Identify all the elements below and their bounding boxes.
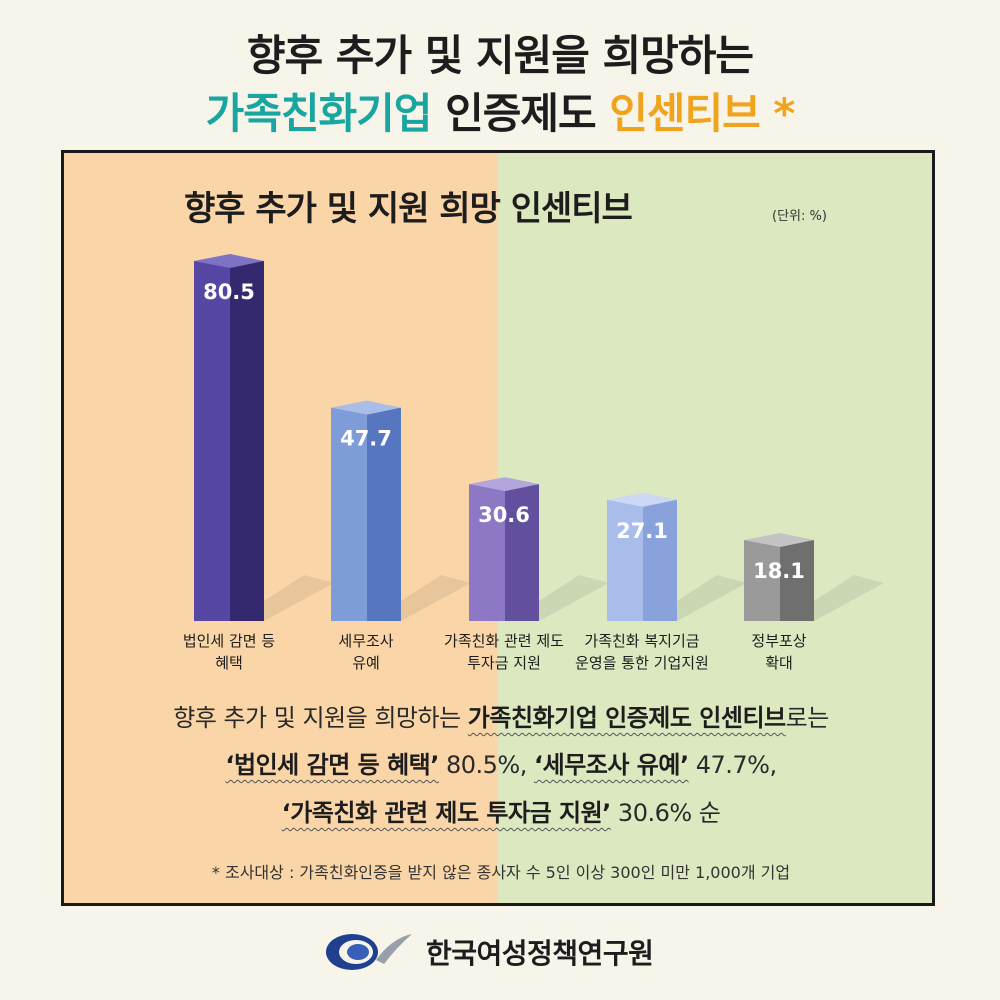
summary-highlight: ‘가족친화 관련 제도 투자금 지원’ bbox=[281, 799, 612, 827]
bar-front bbox=[331, 407, 367, 621]
footnote: * 조사대상 : 가족친화인증을 받지 않은 종사자 수 5인 이상 300인 … bbox=[211, 863, 791, 882]
logo-emblem-icon bbox=[326, 934, 412, 970]
institute-name: 한국여성정책연구원 bbox=[426, 937, 654, 970]
summary-text: 80.5%, bbox=[438, 751, 534, 779]
summary-text: 30.6% 순 bbox=[610, 799, 721, 827]
bar-top bbox=[607, 492, 677, 507]
bar-shadow bbox=[677, 575, 747, 621]
bar-side bbox=[505, 484, 539, 621]
summary-highlight: ‘세무조사 유예’ bbox=[534, 751, 689, 779]
bar-value-label: 18.1 bbox=[753, 559, 805, 583]
bar-shadow bbox=[264, 575, 334, 621]
chart-unit: (단위: %) bbox=[772, 209, 827, 224]
bar-top bbox=[469, 477, 539, 492]
chart-title: 향후 추가 및 지원 희망 인센티브 bbox=[184, 189, 633, 229]
summary-text: 로는 bbox=[785, 704, 830, 732]
summary-text: 47.7%, bbox=[688, 751, 777, 779]
category-label: 유예 bbox=[352, 654, 380, 672]
category-label: 투자금 지원 bbox=[467, 654, 541, 672]
institute-logo: 한국여성정책연구원 bbox=[322, 928, 654, 976]
category-label: 세무조사 bbox=[338, 632, 393, 650]
bar-front bbox=[469, 484, 505, 621]
bar-side bbox=[367, 407, 401, 621]
bar-shadow bbox=[401, 575, 471, 621]
summary-highlight: ‘법인세 감면 등 혜택’ bbox=[225, 751, 439, 779]
summary-text: 향후 추가 및 지원을 희망하는 bbox=[173, 704, 468, 732]
bar-value-label: 30.6 bbox=[478, 503, 530, 527]
category-label: 가족친화 복지기금 bbox=[584, 632, 699, 650]
category-label: 운영을 통한 기업지원 bbox=[575, 654, 709, 672]
category-label: 법인세 감면 등 bbox=[183, 632, 276, 650]
summary-highlight: 가족친화기업 인증제도 인센티브 bbox=[467, 704, 786, 732]
bar-top bbox=[194, 254, 264, 268]
bar-value-label: 80.5 bbox=[203, 280, 255, 304]
header-highlight-company: 가족친화기업 bbox=[205, 89, 433, 138]
header-title-line1: 향후 추가 및 지원을 희망하는 bbox=[246, 31, 754, 80]
bar-top bbox=[331, 400, 401, 415]
category-label: 가족친화 관련 제도 bbox=[444, 632, 564, 650]
summary-line-1: 향후 추가 및 지원을 희망하는 가족친화기업 인증제도 인센티브로는 bbox=[64, 698, 932, 733]
category-label: 확대 bbox=[765, 654, 793, 672]
bar-side bbox=[643, 499, 677, 621]
bar-top bbox=[744, 533, 814, 548]
bar-side bbox=[780, 540, 814, 621]
header-incentive: 인센티브 * bbox=[609, 89, 795, 138]
bar-front bbox=[607, 499, 643, 621]
bar-shadow bbox=[814, 575, 884, 621]
bar-value-label: 47.7 bbox=[340, 427, 392, 451]
bar-value-label: 27.1 bbox=[616, 519, 668, 543]
category-label: 혜택 bbox=[215, 654, 243, 672]
category-label: 정부포상 bbox=[751, 632, 806, 650]
summary-line-2: ‘법인세 감면 등 혜택’ 80.5%, ‘세무조사 유예’ 47.7%, bbox=[64, 745, 932, 780]
bar-side bbox=[230, 261, 264, 621]
bar-front bbox=[744, 540, 780, 621]
summary-line-3: ‘가족친화 관련 제도 투자금 지원’ 30.6% 순 bbox=[64, 793, 932, 828]
header-title-line2: 가족친화기업 인증제도 인센티브 * bbox=[0, 80, 1000, 141]
header-certification: 인증제도 bbox=[445, 89, 597, 138]
bar-shadow bbox=[539, 575, 609, 621]
bar-front bbox=[194, 261, 230, 621]
